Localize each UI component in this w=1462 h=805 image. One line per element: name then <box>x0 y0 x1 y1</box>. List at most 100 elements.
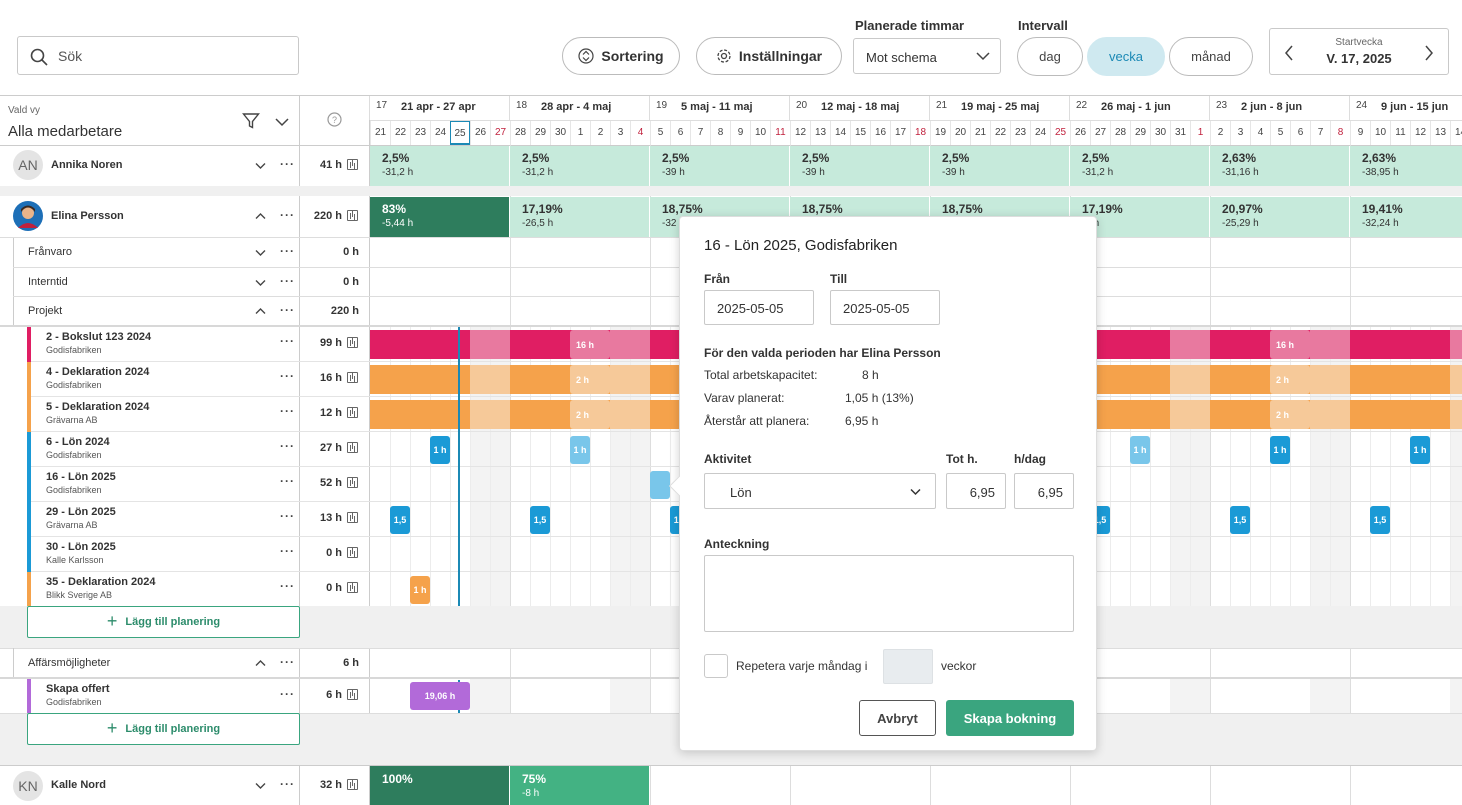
more-icon[interactable]: ··· <box>280 474 295 488</box>
total-hours-input[interactable]: 6,95 <box>946 473 1006 509</box>
hours-per-day-input[interactable]: 6,95 <box>1014 473 1074 509</box>
day-header[interactable]: 13 <box>1430 121 1450 145</box>
more-icon[interactable]: ··· <box>280 208 295 222</box>
more-icon[interactable]: ··· <box>280 404 295 418</box>
day-header[interactable]: 11 <box>1390 121 1410 145</box>
day-header[interactable]: 6 <box>1290 121 1310 145</box>
booking-chip[interactable]: 1 h <box>430 436 450 464</box>
more-icon[interactable]: ··· <box>280 777 295 791</box>
chevron-left-icon[interactable] <box>1284 45 1294 61</box>
day-header[interactable]: 21 <box>370 121 390 145</box>
activity-select[interactable]: Lön <box>704 473 936 509</box>
booking-chip[interactable]: 2 h <box>570 400 610 429</box>
day-header[interactable]: 7 <box>690 121 710 145</box>
day-header[interactable]: 30 <box>550 121 570 145</box>
day-header[interactable]: 5 <box>1270 121 1290 145</box>
booking-bar[interactable] <box>1350 330 1450 359</box>
day-header[interactable]: 21 <box>970 121 990 145</box>
chevron-down-icon[interactable] <box>255 782 266 790</box>
chevron-down-icon[interactable] <box>255 162 266 170</box>
interval-dag[interactable]: dag <box>1017 37 1083 76</box>
day-header[interactable]: 20 <box>950 121 970 145</box>
booking-chip[interactable]: 1 h <box>1410 436 1430 464</box>
chart-icon[interactable] <box>347 442 358 453</box>
booking-chip[interactable]: 2 h <box>570 365 610 394</box>
day-header[interactable]: 25 <box>1050 121 1070 145</box>
day-header[interactable]: 1 <box>570 121 590 145</box>
day-header[interactable]: 24 <box>430 121 450 145</box>
chevron-up-icon[interactable] <box>255 659 266 667</box>
day-header[interactable]: 13 <box>810 121 830 145</box>
chevron-up-icon[interactable] <box>255 307 266 315</box>
search-box[interactable] <box>17 36 299 75</box>
more-icon[interactable]: ··· <box>280 157 295 171</box>
booking-chip[interactable]: 2 h <box>1270 400 1310 429</box>
booking-chip[interactable]: 16 h <box>1270 330 1310 359</box>
chevron-up-icon[interactable] <box>255 212 266 220</box>
more-icon[interactable]: ··· <box>280 334 295 348</box>
day-header[interactable]: 6 <box>670 121 690 145</box>
day-header[interactable]: 12 <box>1410 121 1430 145</box>
day-header[interactable]: 14 <box>1450 121 1462 145</box>
chart-icon[interactable] <box>347 159 358 170</box>
create-booking-button[interactable]: Skapa bokning <box>946 700 1074 736</box>
day-header[interactable]: 23 <box>410 121 430 145</box>
chart-icon[interactable] <box>347 477 358 488</box>
booking-chip[interactable]: 19,06 h <box>410 682 470 710</box>
project-name[interactable]: 16 - Lön 2025 <box>46 471 116 483</box>
project-name[interactable]: 6 - Lön 2024 <box>46 436 110 448</box>
chevron-down-icon[interactable] <box>255 279 266 287</box>
person-name[interactable]: Elina Persson <box>51 210 124 222</box>
more-icon[interactable]: ··· <box>280 303 295 317</box>
booking-chip[interactable]: 1,5 <box>530 506 550 534</box>
booking-chip[interactable]: 16 h <box>570 330 610 359</box>
project-name[interactable]: 5 - Deklaration 2024 <box>46 401 150 413</box>
booking-bar[interactable] <box>1350 400 1450 429</box>
booking-chip[interactable]: 1 h <box>570 436 590 464</box>
chart-icon[interactable] <box>347 337 358 348</box>
from-date-input[interactable]: 2025-05-05 <box>704 290 814 325</box>
add-planning-button[interactable]: + Lägg till planering <box>27 606 300 638</box>
person-name[interactable]: Kalle Nord <box>51 779 107 791</box>
chart-icon[interactable] <box>347 372 358 383</box>
booking-chip[interactable]: 1,5 <box>390 506 410 534</box>
repeat-weeks-input[interactable] <box>883 649 933 684</box>
day-header[interactable]: 8 <box>710 121 730 145</box>
booking-chip[interactable]: 1,5 <box>1370 506 1390 534</box>
day-header[interactable]: 12 <box>790 121 810 145</box>
chart-icon[interactable] <box>347 689 358 700</box>
day-header[interactable]: 26 <box>1070 121 1090 145</box>
filter-icon[interactable] <box>242 112 260 130</box>
day-header[interactable]: 18 <box>910 121 930 145</box>
day-header[interactable]: 2 <box>1210 121 1230 145</box>
day-header[interactable]: 3 <box>1230 121 1250 145</box>
more-icon[interactable]: ··· <box>280 579 295 593</box>
day-header[interactable]: 29 <box>530 121 550 145</box>
more-icon[interactable]: ··· <box>280 369 295 383</box>
search-input[interactable] <box>58 45 288 67</box>
more-icon[interactable]: ··· <box>280 274 295 288</box>
add-planning-button[interactable]: + Lägg till planering <box>27 713 300 745</box>
day-header[interactable]: 25 <box>450 121 470 145</box>
booking-bar[interactable] <box>370 400 470 429</box>
booking-bar[interactable] <box>370 330 470 359</box>
interval-vecka[interactable]: vecka <box>1087 37 1165 76</box>
opportunity-name[interactable]: Skapa offert <box>46 683 110 695</box>
day-header[interactable]: 10 <box>750 121 770 145</box>
day-header[interactable]: 9 <box>1350 121 1370 145</box>
day-header[interactable]: 10 <box>1370 121 1390 145</box>
more-icon[interactable]: ··· <box>280 509 295 523</box>
project-name[interactable]: 4 - Deklaration 2024 <box>46 366 150 378</box>
week-cell[interactable]: 100% <box>370 766 509 805</box>
booking-bar[interactable] <box>1350 365 1450 394</box>
day-header[interactable]: 2 <box>590 121 610 145</box>
day-header[interactable]: 29 <box>1130 121 1150 145</box>
day-header[interactable]: 7 <box>1310 121 1330 145</box>
booking-chip[interactable]: 2 h <box>1270 365 1310 394</box>
week-cell[interactable]: 75% -8 h <box>510 766 649 805</box>
chart-icon[interactable] <box>347 210 358 221</box>
more-icon[interactable]: ··· <box>280 544 295 558</box>
project-name[interactable]: 29 - Lön 2025 <box>46 506 116 518</box>
day-header[interactable]: 24 <box>1030 121 1050 145</box>
week-cell[interactable]: 20,97% -25,29 h <box>1210 197 1349 237</box>
